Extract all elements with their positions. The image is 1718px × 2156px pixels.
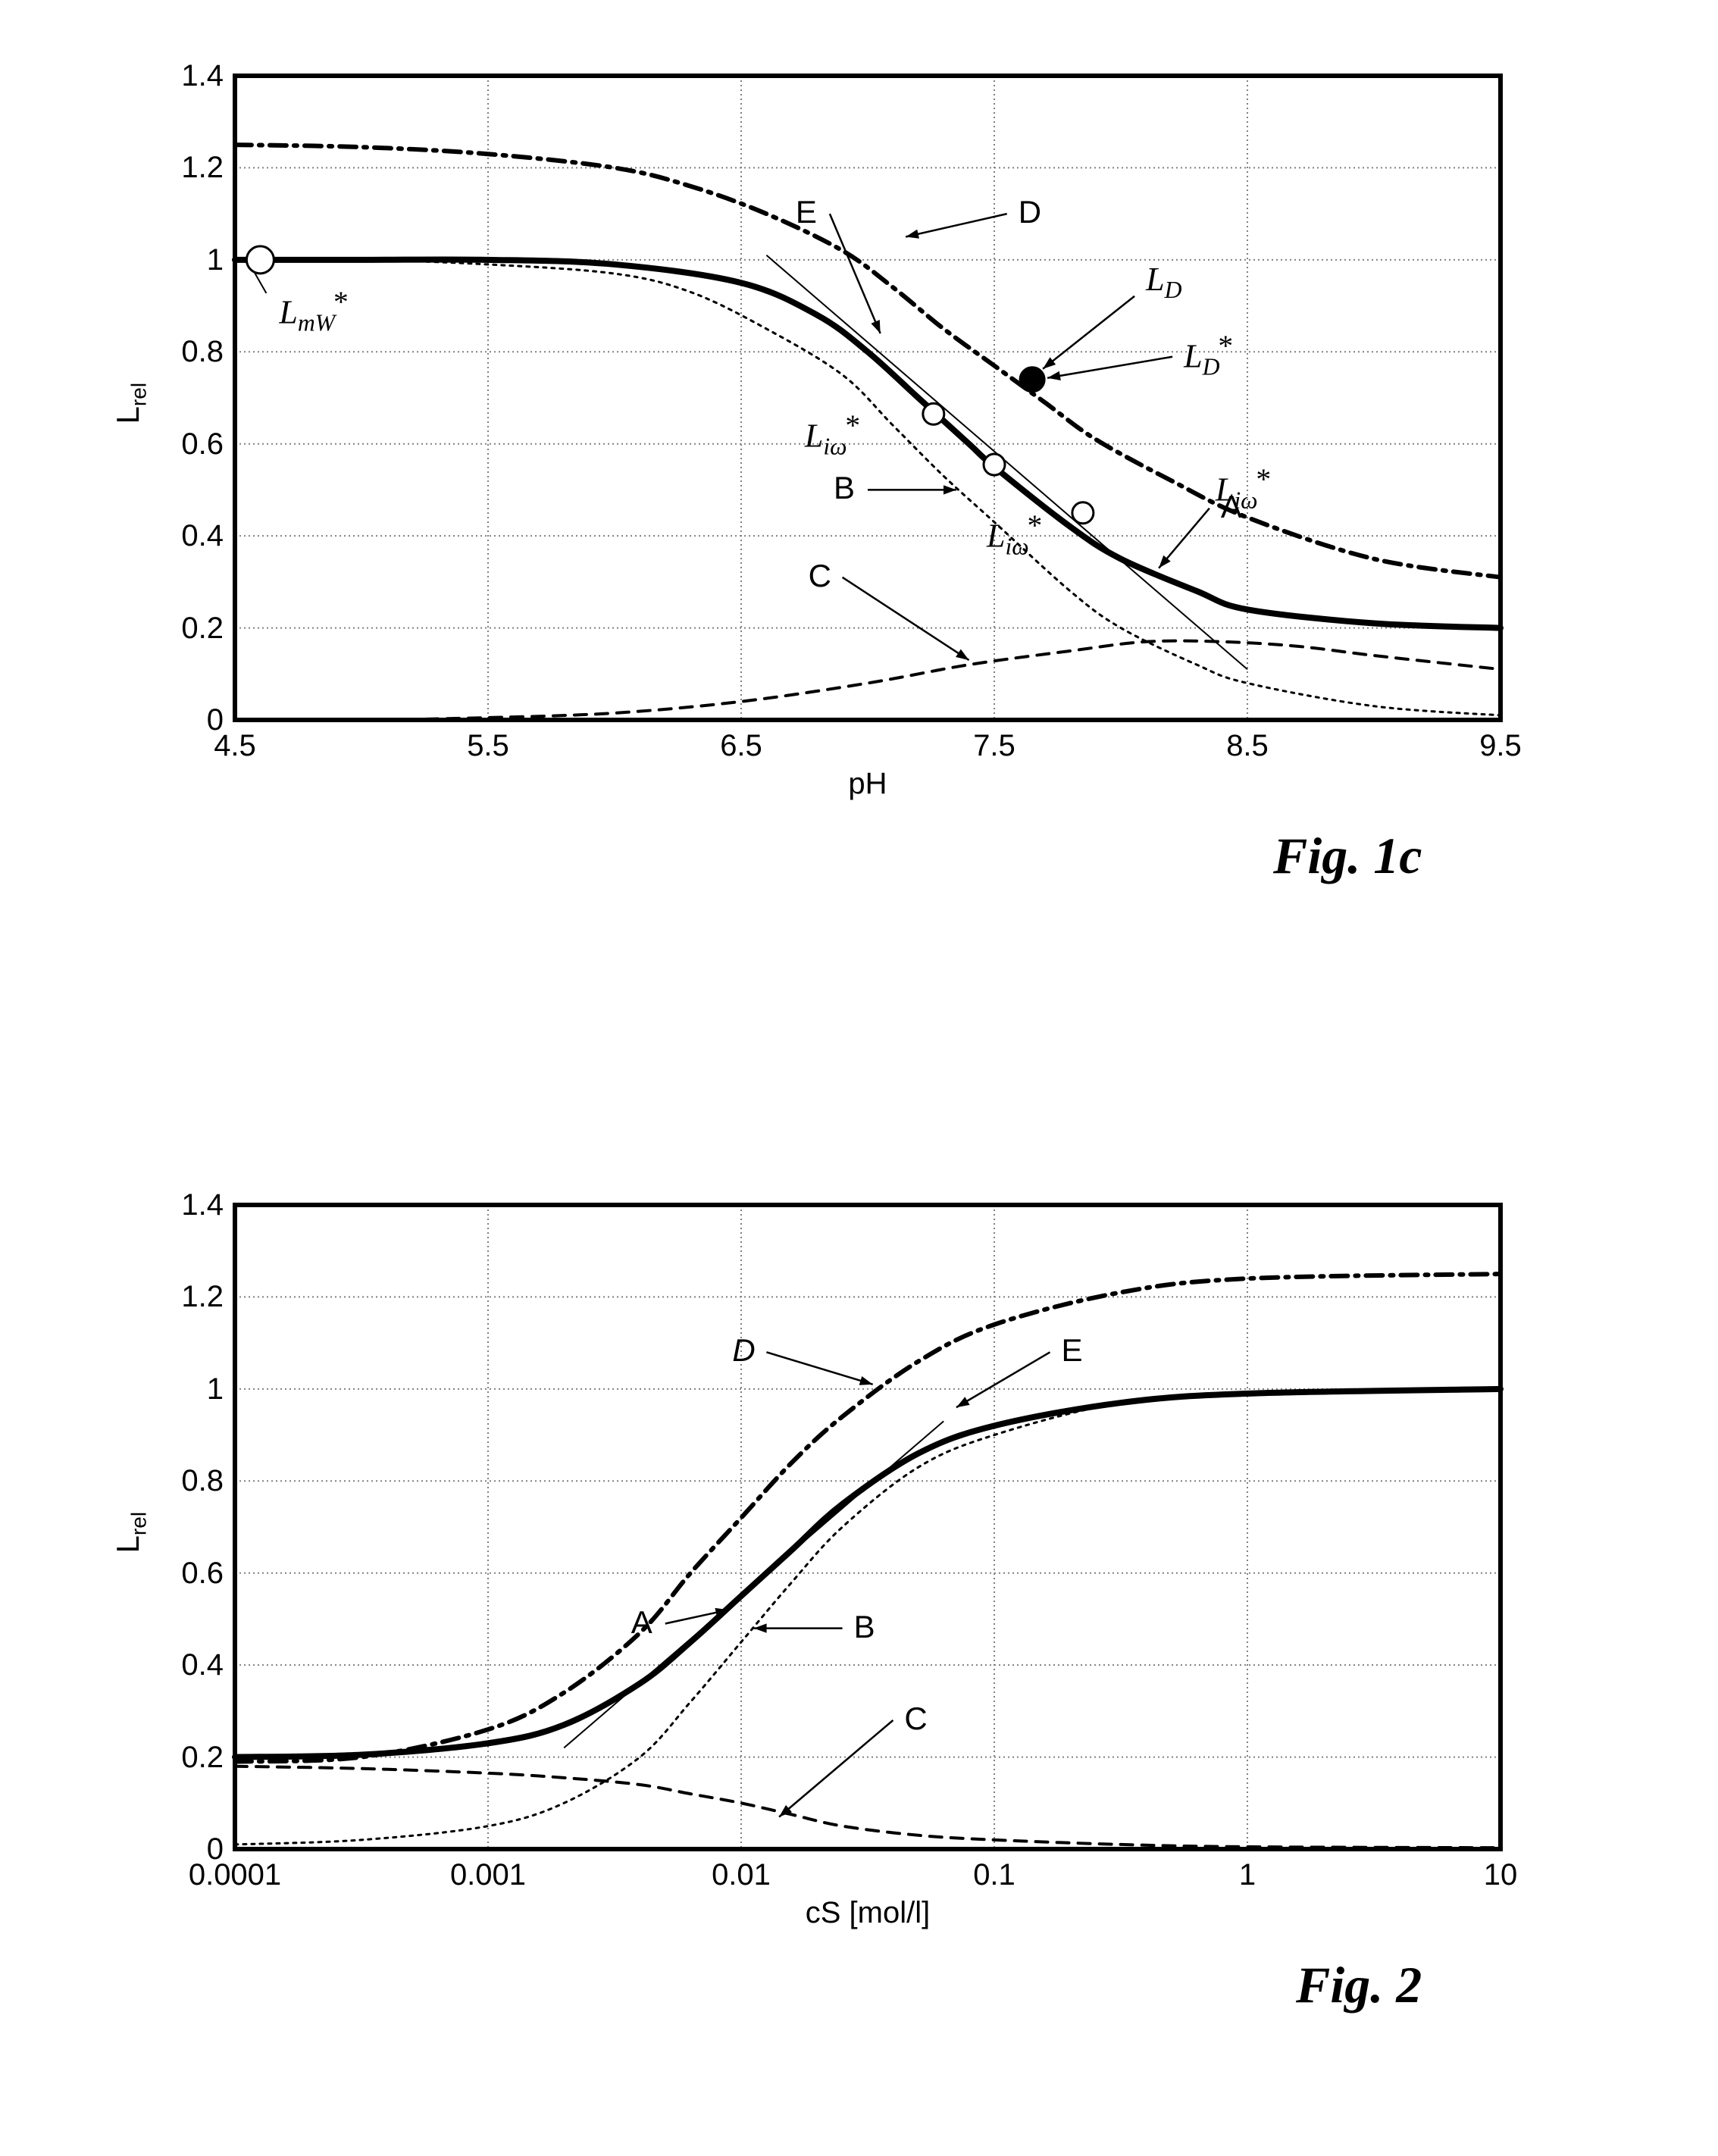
curve-label-D: D — [732, 1332, 755, 1369]
curve-label-E: E — [796, 194, 817, 230]
xtick-label: 6.5 — [688, 729, 794, 763]
curve-label-C: C — [809, 558, 831, 594]
xtick-label: 1 — [1194, 1858, 1300, 1892]
ytick-label: 1 — [163, 1372, 224, 1407]
ytick-label: 1.4 — [163, 59, 224, 93]
annotation-overlay — [235, 76, 1501, 720]
xtick-label: 7.5 — [941, 729, 1047, 763]
marker-label: LmW* — [279, 284, 347, 336]
ytick-label: 0.4 — [163, 519, 224, 553]
figure-title-1: Fig. 1c — [1273, 826, 1422, 886]
xtick-label: 10 — [1447, 1858, 1554, 1892]
ytick-label: 1 — [163, 243, 224, 277]
ytick-label: 1.4 — [163, 1188, 224, 1222]
x-axis-label: cS [mol/l] — [777, 1896, 959, 1930]
xtick-label: 4.5 — [182, 729, 288, 763]
marker-label: Liω* — [987, 508, 1041, 560]
figure-title-2: Fig. 2 — [1296, 1955, 1422, 2015]
curve-label-A: A — [631, 1604, 652, 1641]
xtick-label: 0.01 — [688, 1858, 794, 1892]
marker-circle — [1072, 502, 1094, 524]
marker-label: Liω* — [1216, 462, 1269, 514]
marker-label: Liω* — [805, 408, 859, 460]
xtick-label: 8.5 — [1194, 729, 1300, 763]
ytick-label: 0.4 — [163, 1648, 224, 1682]
annotation-overlay — [235, 1205, 1501, 1849]
marker-circle — [246, 246, 274, 274]
xtick-label: 0.001 — [435, 1858, 541, 1892]
marker-circle — [923, 403, 944, 424]
xtick-label: 9.5 — [1447, 729, 1554, 763]
xtick-label: 5.5 — [435, 729, 541, 763]
marker-circle — [984, 454, 1005, 475]
ytick-label: 0.8 — [163, 335, 224, 369]
ytick-label: 0.2 — [163, 612, 224, 646]
y-axis-label: Lrel — [110, 383, 151, 424]
ytick-label: 0.2 — [163, 1741, 224, 1775]
curve-label-E: E — [1061, 1332, 1082, 1369]
y-axis-label: Lrel — [110, 1512, 151, 1553]
marker-label: LD* — [1184, 328, 1231, 380]
ytick-label: 1.2 — [163, 1280, 224, 1314]
x-axis-label: pH — [777, 767, 959, 801]
curve-label-B: B — [834, 470, 855, 506]
ytick-label: 0.6 — [163, 427, 224, 462]
curve-label-D: D — [1019, 194, 1041, 230]
ytick-label: 1.2 — [163, 151, 224, 185]
curve-label-B: B — [854, 1609, 875, 1645]
xtick-label: 0.1 — [941, 1858, 1047, 1892]
curve-label-C: C — [904, 1701, 927, 1737]
ytick-label: 0.8 — [163, 1464, 224, 1498]
marker-circle — [1020, 368, 1044, 392]
ytick-label: 0.6 — [163, 1557, 224, 1591]
marker-label: LD — [1146, 260, 1181, 304]
xtick-label: 0.0001 — [182, 1858, 288, 1892]
